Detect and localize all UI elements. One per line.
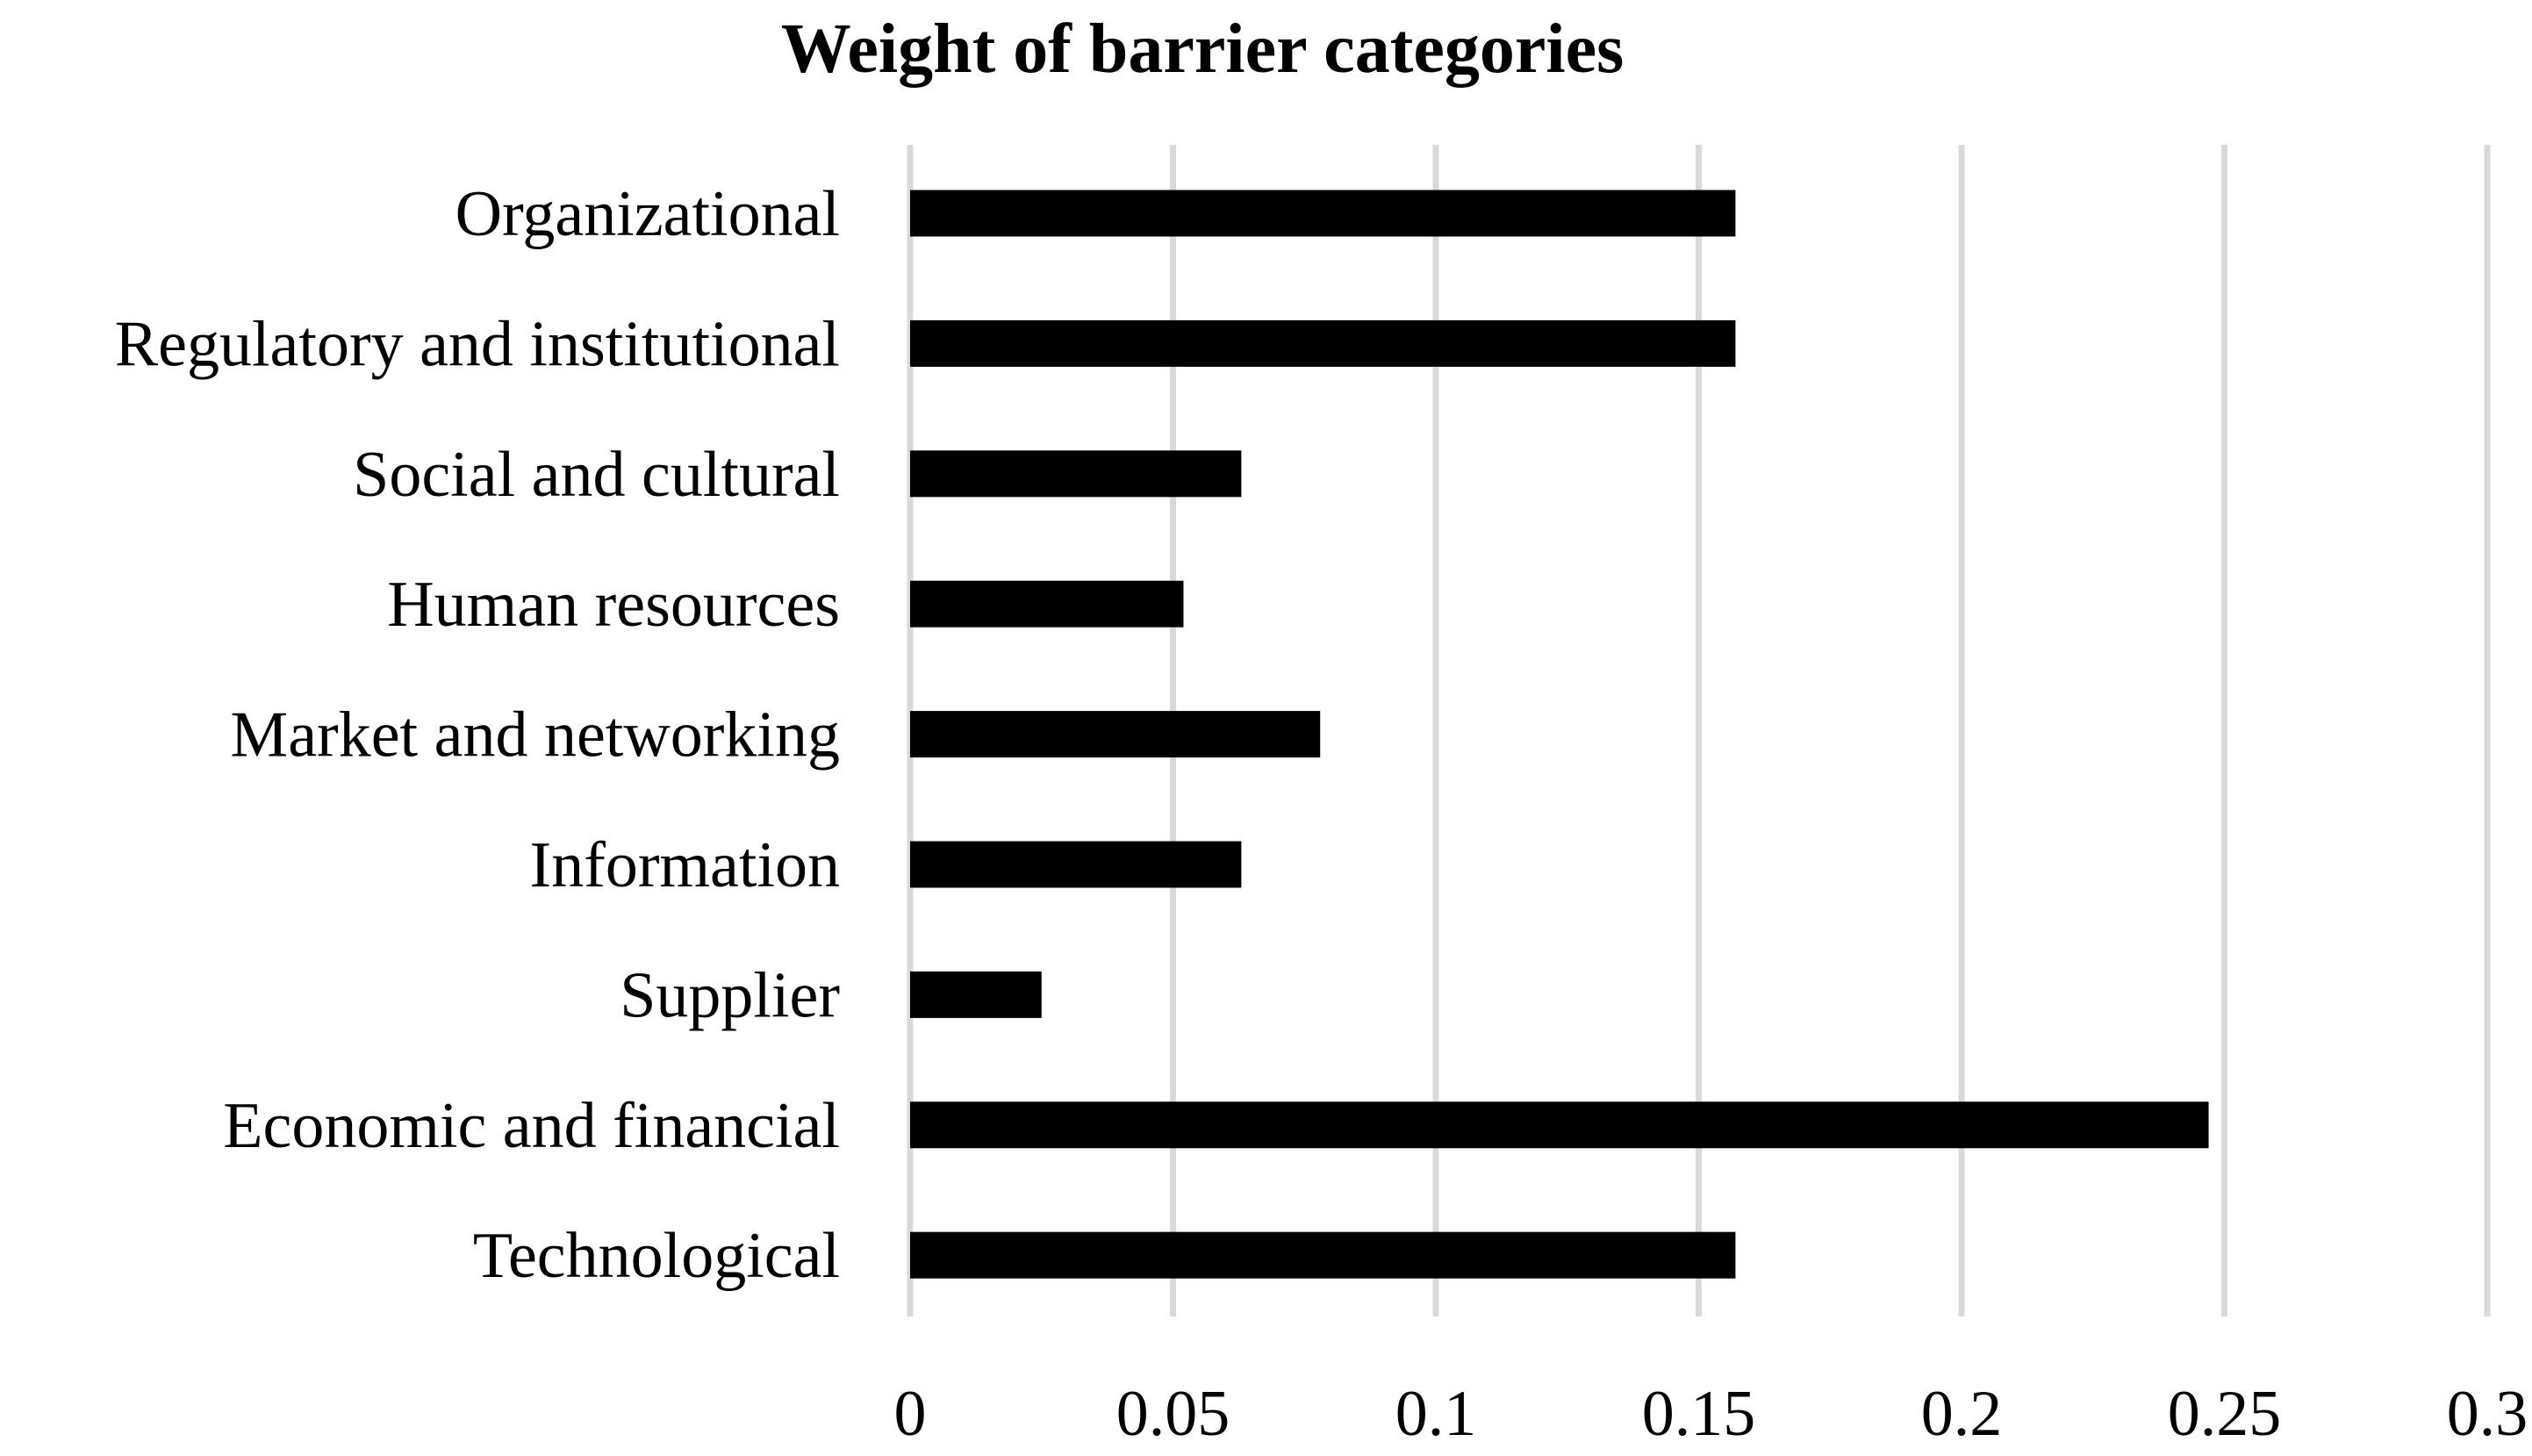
x-tick-label: 0.15: [1642, 1378, 1756, 1450]
category-labels: Organizational Regulatory and institution…: [115, 178, 840, 1292]
x-tick-label: 0.25: [2168, 1378, 2282, 1450]
chart-title: Weight of barrier categories: [781, 11, 1624, 88]
category-label: Organizational: [455, 178, 840, 250]
bar: [910, 971, 1042, 1018]
bar: [910, 580, 1184, 628]
bar: [910, 1101, 2209, 1149]
category-label: Information: [530, 829, 840, 901]
x-tick-label: 0.05: [1116, 1378, 1230, 1450]
bar: [910, 1231, 1736, 1279]
bar: [910, 450, 1242, 498]
x-tick-label: 0.3: [2447, 1378, 2528, 1450]
x-tick-label: 0: [894, 1378, 927, 1450]
bar: [910, 841, 1242, 888]
category-label: Technological: [473, 1220, 840, 1292]
x-tick-labels: 0 0.05 0.1 0.15 0.2 0.25 0.3: [894, 1378, 2528, 1450]
category-label: Market and networking: [230, 699, 840, 771]
x-tick-label: 0.1: [1395, 1378, 1477, 1450]
bars: [910, 190, 2209, 1279]
category-label: Social and cultural: [353, 439, 840, 511]
category-label: Human resources: [387, 569, 840, 641]
category-label: Economic and financial: [223, 1090, 840, 1162]
category-label: Regulatory and institutional: [115, 308, 840, 380]
bar: [910, 711, 1321, 758]
bar: [910, 319, 1736, 367]
bar: [910, 190, 1736, 237]
x-tick-label: 0.2: [1921, 1378, 2003, 1450]
category-label: Supplier: [620, 959, 840, 1031]
